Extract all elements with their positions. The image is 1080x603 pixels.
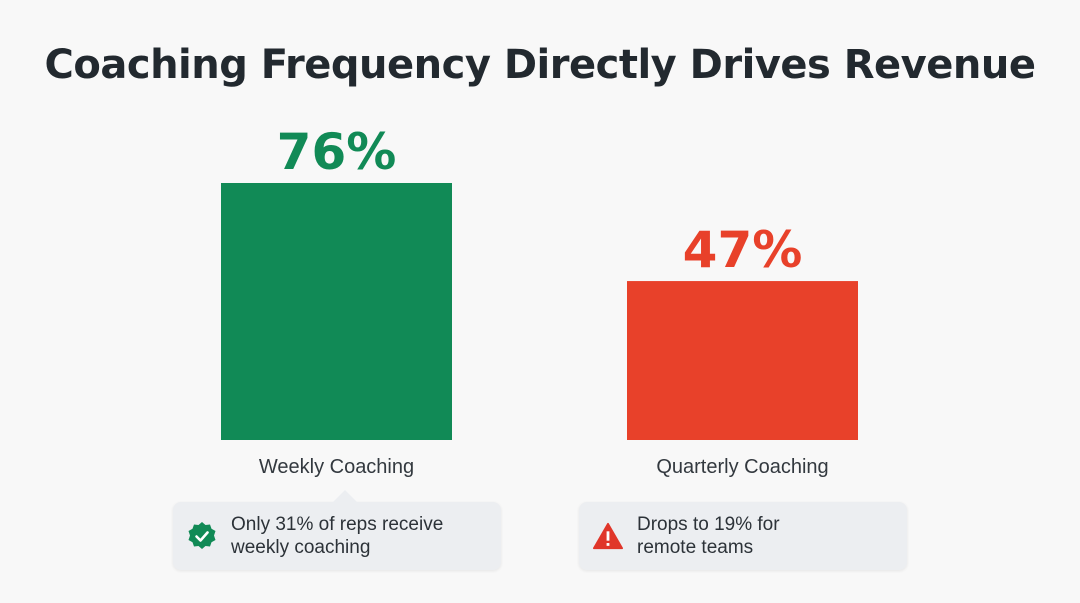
callout-text-line1: Only 31% of reps receive [231,514,444,535]
callout-text-line2: remote teams [637,537,754,558]
check-badge-icon [187,521,217,551]
data-label-0: 76% [277,123,397,181]
data-label-1: 47% [683,221,803,279]
callout-text-line2: weekly coaching [231,537,371,558]
bar-0 [221,183,452,440]
bar-1 [627,281,858,440]
bar-chart: 76% Weekly Coaching 47% Quarterly Coaching [221,123,858,478]
chart-title: Coaching Frequency Directly Drives Reven… [44,42,1036,88]
category-label-0: Weekly Coaching [259,456,414,478]
category-label-1: Quarterly Coaching [656,456,828,478]
warning-triangle-icon [593,521,623,551]
callout-weekly: Only 31% of reps receive weekly coaching [173,490,501,570]
callout-quarterly: Drops to 19% for remote teams [579,502,907,570]
callout-text-line1: Drops to 19% for [637,514,780,535]
